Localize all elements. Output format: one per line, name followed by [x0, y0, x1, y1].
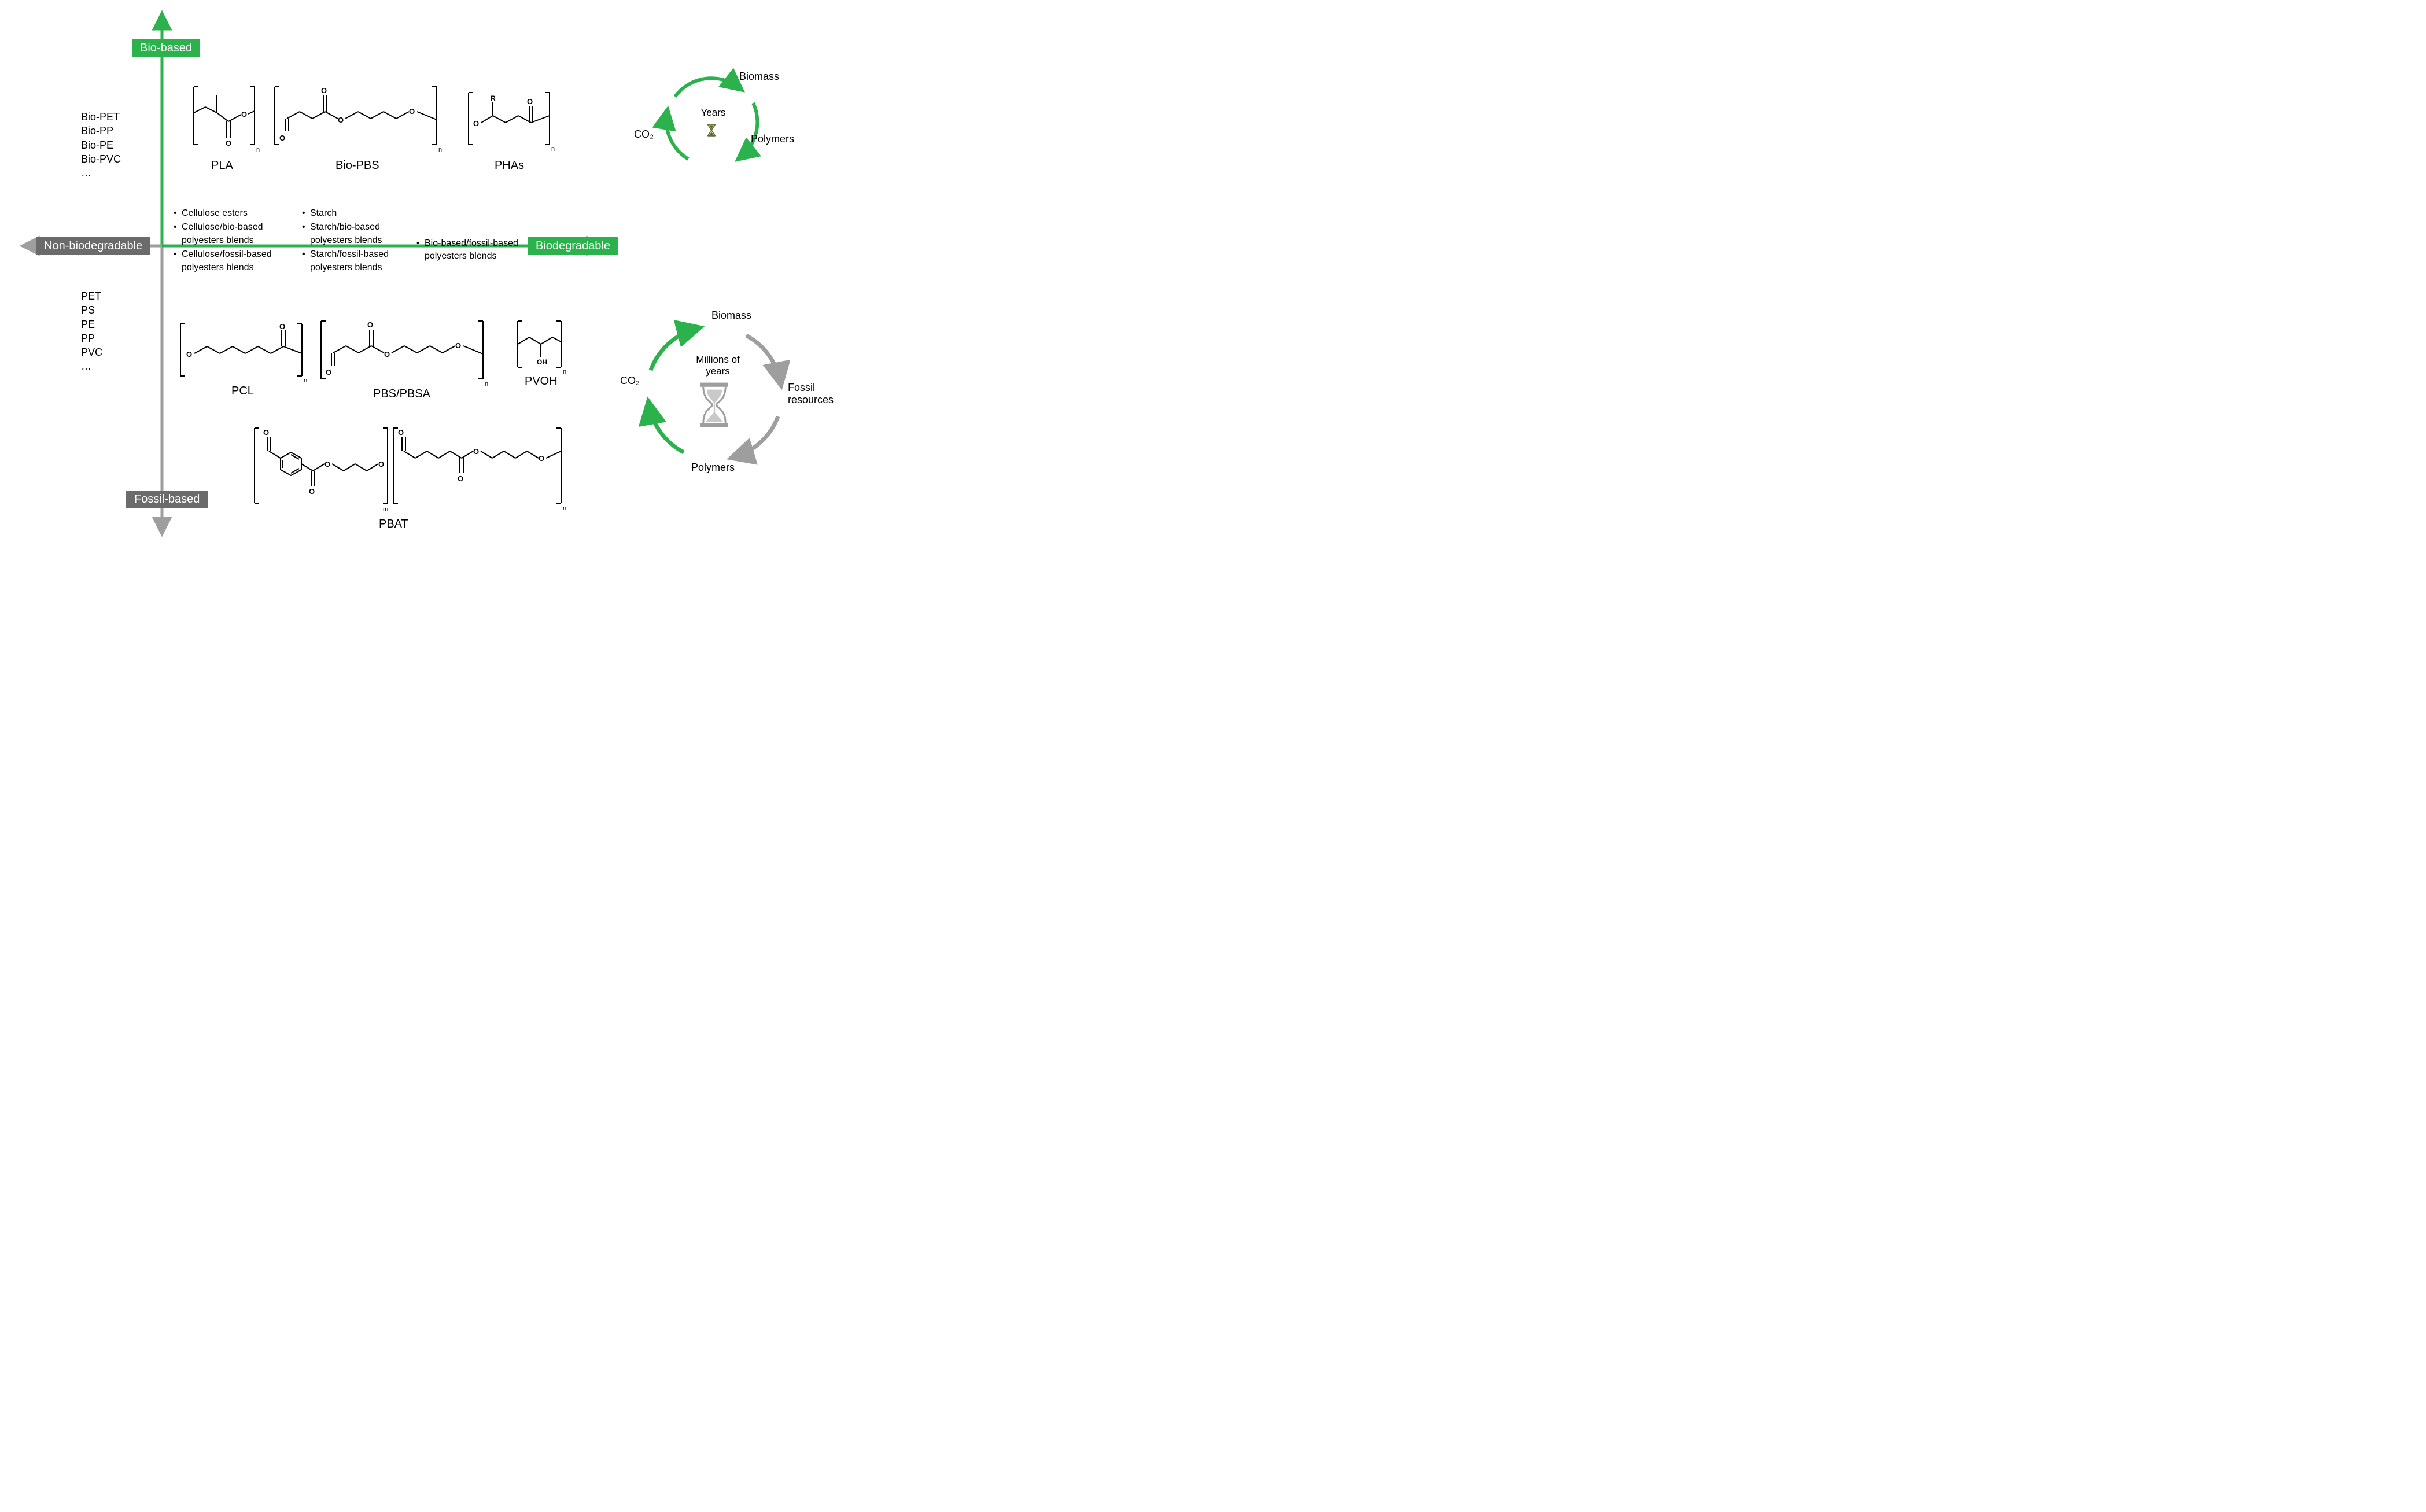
label-pla: PLA — [211, 159, 233, 172]
svg-text:O: O — [367, 320, 373, 329]
svg-text:O: O — [279, 322, 285, 331]
svg-text:O: O — [527, 97, 533, 106]
cycle-bot-fossil: Fossil resources — [788, 382, 840, 405]
bullet-item: Cellulose/bio-based polyesters blends — [174, 221, 278, 247]
svg-text:O: O — [458, 474, 463, 483]
label-pbat: PBAT — [379, 518, 408, 531]
molecule-pcl: O O n — [180, 322, 307, 384]
svg-text:n: n — [485, 381, 488, 388]
svg-text:O: O — [398, 428, 404, 437]
list-item: Bio-PET — [81, 110, 121, 124]
list-item: PVC — [81, 345, 102, 359]
svg-text:n: n — [256, 146, 260, 153]
svg-text:O: O — [186, 350, 192, 359]
center-col3: Bio-based/fossil-based polyesters blends — [416, 237, 523, 264]
diagram-canvas: O O n O O O O — [0, 0, 868, 541]
axis-label-right: Biodegradable — [528, 237, 618, 255]
svg-text:n: n — [563, 505, 566, 512]
bullet-item: Starch/bio-based polyesters blends — [302, 221, 397, 247]
cycle-bot-polymers: Polymers — [691, 462, 735, 474]
svg-text:O: O — [539, 454, 544, 463]
list-item: … — [81, 166, 121, 180]
cycle-top-polymers: Polymers — [751, 133, 794, 145]
svg-text:O: O — [409, 107, 415, 116]
molecule-pbs: O O O O n — [321, 320, 488, 388]
svg-text:O: O — [325, 460, 330, 469]
svg-text:O: O — [241, 110, 247, 119]
svg-text:O: O — [378, 460, 384, 469]
cycle-top-center: Years — [699, 107, 728, 119]
bullet-item: Starch — [302, 207, 397, 220]
molecule-phas: O R O n — [469, 93, 555, 153]
cycle-bot-center: Millions of years — [692, 354, 744, 378]
label-phas: PHAs — [495, 159, 524, 172]
q3-polymer-list: PET PS PE PP PVC … — [81, 289, 102, 374]
molecule-biopbs: O O O O n — [275, 86, 442, 153]
molecule-pla: O O n — [194, 87, 260, 153]
svg-text:O: O — [455, 341, 461, 350]
molecule-pvoh: OH n — [518, 321, 566, 375]
bullet-item: Cellulose esters — [174, 207, 278, 220]
bullet-item: Bio-based/fossil-based polyesters blends — [416, 237, 523, 263]
bullet-item: Cellulose/fossil-based polyesters blends — [174, 248, 278, 274]
list-item: PET — [81, 289, 102, 303]
svg-text:n: n — [563, 368, 566, 375]
molecule-pbat: m n O O O O — [255, 428, 566, 513]
svg-text:OH: OH — [537, 358, 547, 366]
diagram-svg: O O n O O O O — [0, 0, 868, 541]
svg-text:O: O — [263, 428, 269, 437]
list-item: … — [81, 359, 102, 373]
label-biopbs: Bio-PBS — [335, 159, 379, 172]
svg-text:m: m — [383, 506, 388, 513]
list-item: PS — [81, 303, 102, 317]
svg-text:R: R — [491, 94, 496, 102]
q2-polymer-list: Bio-PET Bio-PP Bio-PE Bio-PVC … — [81, 110, 121, 180]
bullet-item: Starch/fossil-based polyesters blends — [302, 248, 397, 274]
list-item: Bio-PP — [81, 124, 121, 138]
cycle-millions — [649, 329, 780, 457]
list-item: Bio-PE — [81, 138, 121, 152]
label-pvoh: PVOH — [525, 375, 558, 388]
center-col1: Cellulose esters Cellulose/bio-based pol… — [174, 207, 278, 275]
list-item: Bio-PVC — [81, 152, 121, 166]
list-item: PE — [81, 318, 102, 331]
axis-label-left: Non-biodegradable — [36, 237, 150, 255]
svg-text:n: n — [304, 377, 307, 384]
label-pbs: PBS/PBSA — [373, 388, 430, 401]
svg-text:n: n — [551, 146, 555, 153]
axis-label-bottom: Fossil-based — [126, 491, 208, 508]
svg-text:O: O — [279, 134, 285, 142]
list-item: PP — [81, 331, 102, 345]
svg-text:O: O — [326, 368, 331, 377]
svg-text:O: O — [338, 116, 344, 124]
axis-label-top: Bio-based — [132, 39, 200, 57]
svg-text:O: O — [473, 447, 479, 456]
cycle-bot-biomass: Biomass — [711, 309, 751, 322]
svg-text:n: n — [438, 146, 442, 153]
svg-text:O: O — [321, 86, 327, 95]
cycle-bot-co2: CO₂ — [620, 375, 640, 387]
svg-text:O: O — [309, 487, 315, 496]
center-col2: Starch Starch/bio-based polyesters blend… — [302, 207, 397, 275]
label-pcl: PCL — [231, 385, 254, 398]
svg-text:O: O — [473, 119, 479, 128]
svg-text:O: O — [384, 350, 390, 359]
cycle-top-co2: CO₂ — [634, 128, 654, 141]
cycle-top-biomass: Biomass — [739, 71, 779, 83]
svg-text:O: O — [226, 139, 231, 147]
